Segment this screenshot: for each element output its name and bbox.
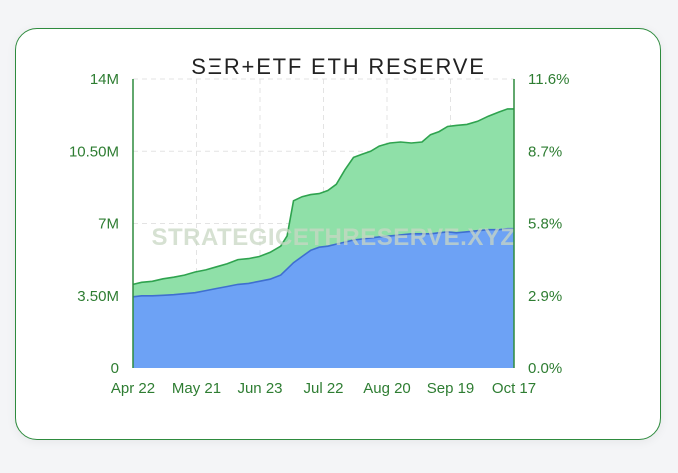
series-1-area	[133, 228, 514, 368]
plot-area	[132, 108, 514, 368]
axes	[132, 79, 515, 368]
y-tick-left: 7M	[98, 216, 119, 233]
y-tick-left: 14M	[90, 71, 119, 88]
series-2-line	[132, 108, 514, 286]
y-tick-right: 8.7%	[528, 143, 562, 160]
y-tick-left: 10.50M	[69, 143, 119, 160]
x-tick: Apr 22	[111, 380, 155, 397]
chart-title: SΞR+ETF ETH RESERVE	[191, 54, 485, 79]
series-1-line	[132, 227, 514, 298]
y-tick-right: 5.8%	[528, 216, 562, 233]
x-tick: Oct 17	[492, 380, 536, 397]
x-tick: Sep 19	[427, 380, 475, 397]
chart: STRATEGICETHRESERVE.XYZ 14M 10.50M 7M 3.50M…	[69, 54, 569, 397]
tick-labels: 14M 10.50M 7M 3.50M 0 11.6% 8.7% 5.8% 2.9% 0.0% Ap…	[69, 71, 569, 397]
y-tick-left: 0	[111, 360, 119, 377]
x-tick: Aug 20	[363, 380, 411, 397]
x-tick: Jun 23	[237, 380, 282, 397]
x-tick: Jul 22	[303, 380, 343, 397]
x-tick: May 21	[172, 380, 221, 397]
y-tick-left: 3.50M	[77, 288, 119, 305]
chart-card: STRATEGICETHRESERVE.XYZ 14M 10.50M 7M 3.50M…	[15, 28, 661, 440]
series-2-area	[133, 108, 514, 297]
y-tick-right: 2.9%	[528, 288, 562, 305]
y-tick-right: 11.6%	[528, 71, 569, 88]
y-tick-right: 0.0%	[528, 360, 562, 377]
watermark: STRATEGICETHRESERVE.XYZ	[152, 224, 516, 251]
